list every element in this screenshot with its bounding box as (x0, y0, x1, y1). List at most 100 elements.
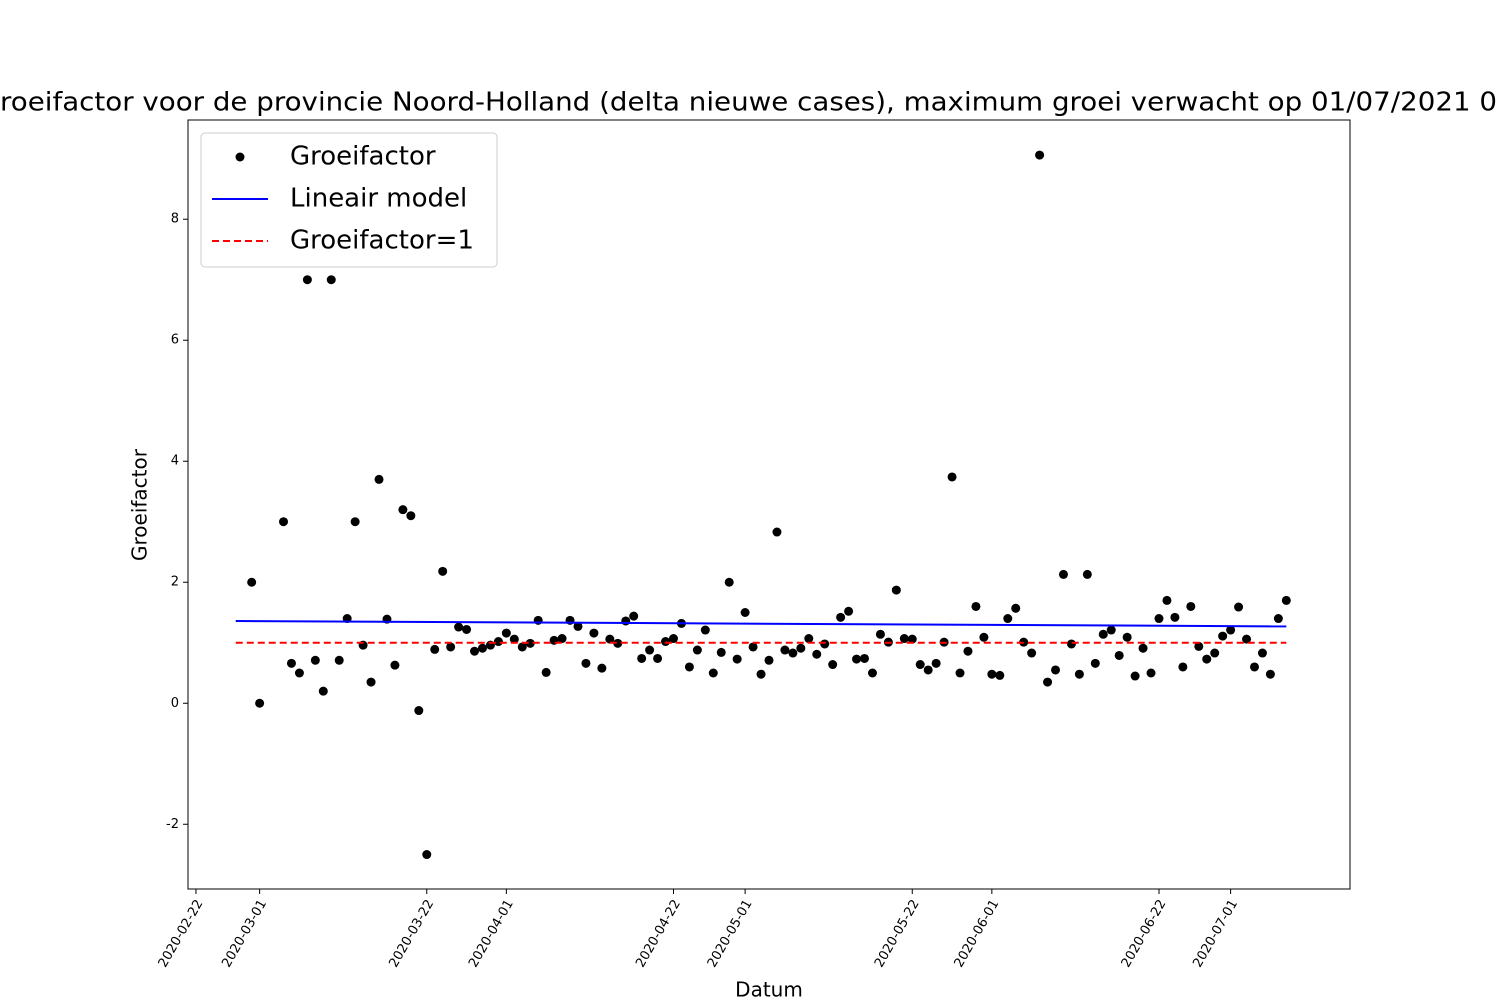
data-point (1234, 602, 1244, 612)
data-point (446, 642, 456, 652)
data-point (414, 706, 424, 716)
data-point (286, 658, 296, 668)
data-point (828, 660, 838, 670)
legend-label: Groeifactor (290, 142, 436, 172)
data-point (844, 606, 854, 616)
data-point (605, 634, 615, 644)
data-point (1226, 625, 1236, 635)
data-point (1027, 648, 1037, 658)
data-point (1178, 662, 1188, 672)
data-point (1051, 665, 1061, 675)
data-point (716, 647, 726, 657)
data-point (860, 653, 870, 663)
data-point (454, 622, 464, 632)
data-point (1273, 614, 1283, 624)
data-point (1281, 595, 1291, 605)
data-point (1257, 648, 1267, 658)
data-point (692, 645, 702, 655)
data-point (1154, 614, 1164, 624)
data-point (653, 653, 663, 663)
y-axis-label: Groeifactor (128, 448, 152, 561)
data-point (1043, 677, 1053, 687)
x-axis-label: Datum (735, 978, 803, 1000)
data-point (1011, 603, 1021, 613)
data-point (613, 638, 623, 648)
data-point (294, 668, 304, 678)
y-tick-label: 2 (171, 575, 179, 590)
data-point (923, 665, 933, 675)
data-point (477, 643, 487, 653)
data-point (621, 616, 631, 626)
x-tick-label: 2020-05-01 (705, 897, 756, 970)
data-point (963, 646, 973, 656)
legend: Groeifactor Lineair model Groeifactor=1 (200, 132, 498, 268)
y-tick-label: -2 (166, 817, 179, 832)
data-point (374, 474, 384, 484)
data-point (366, 677, 376, 687)
data-point (780, 645, 790, 655)
data-point (310, 655, 320, 665)
data-point (907, 634, 917, 644)
data-point (1249, 662, 1259, 672)
data-point (1202, 654, 1212, 664)
data-point (422, 850, 432, 860)
data-point (764, 655, 774, 665)
data-point (1265, 669, 1275, 679)
data-point (645, 645, 655, 655)
legend-marker (235, 152, 245, 162)
data-point (661, 637, 671, 647)
data-point (979, 632, 989, 642)
data-point (398, 505, 408, 515)
data-point (788, 648, 798, 658)
data-point (1122, 632, 1132, 642)
data-point (581, 658, 591, 668)
data-point (987, 669, 997, 679)
data-point (891, 585, 901, 595)
data-point (255, 698, 265, 708)
data-point (629, 611, 639, 621)
data-point (509, 634, 519, 644)
data-point (748, 642, 758, 652)
data-point (1114, 650, 1124, 660)
data-point (812, 649, 822, 659)
series-line (235, 619, 1287, 628)
data-point (597, 663, 607, 673)
data-point (462, 624, 472, 634)
data-point (724, 577, 734, 587)
x-tick-label: 2020-02-22 (156, 897, 207, 970)
data-point (971, 601, 981, 611)
data-point (1035, 150, 1045, 160)
data-point (470, 646, 480, 656)
data-point (1090, 658, 1100, 668)
data-point (1210, 648, 1220, 658)
y-tick-label: 4 (171, 454, 179, 469)
y-tick-label: 8 (171, 212, 179, 227)
data-point (350, 517, 360, 527)
y-tick-label: 0 (171, 696, 179, 711)
legend-label: Groeifactor=1 (290, 226, 474, 256)
data-point (1098, 629, 1108, 639)
data-point (1138, 643, 1148, 653)
data-point (1242, 634, 1252, 644)
data-point (247, 577, 257, 587)
data-point (820, 639, 830, 649)
data-point (995, 670, 1005, 680)
data-point (931, 658, 941, 668)
data-point (836, 612, 846, 622)
data-point (955, 668, 965, 678)
data-point (573, 621, 583, 631)
data-point (1003, 614, 1013, 624)
y-tick-label: 6 (171, 333, 179, 348)
legend-label: Lineair model (290, 184, 467, 214)
data-point (740, 607, 750, 617)
data-point (326, 275, 336, 285)
data-point (915, 660, 925, 670)
data-point (796, 643, 806, 653)
data-point (804, 634, 814, 644)
x-tick-label: 2020-04-22 (633, 897, 684, 970)
data-point (279, 517, 289, 527)
data-point (525, 638, 535, 648)
data-point (772, 527, 782, 537)
data-point (756, 669, 766, 679)
